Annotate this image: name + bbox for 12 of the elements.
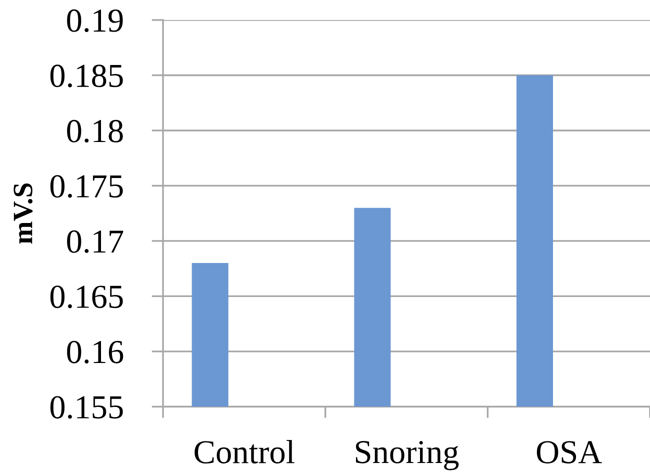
y-tick-label: 0.185 <box>50 64 123 88</box>
y-tick-label: 0.165 <box>50 286 123 308</box>
y-tick-label: 0.175 <box>50 175 123 198</box>
y-tick-label: 0.16 <box>67 340 124 364</box>
x-tick-label: OSA <box>536 441 602 464</box>
y-tick-label: 0.155 <box>50 396 123 419</box>
x-tick-label: Control <box>194 440 294 464</box>
y-tick-label: 0.17 <box>67 230 124 253</box>
y-axis-title: mV.S <box>14 184 33 244</box>
x-tick-label: Snoring <box>356 440 459 470</box>
y-tick-label: 0.18 <box>67 120 123 143</box>
y-tick-label: 0.19 <box>67 9 123 32</box>
